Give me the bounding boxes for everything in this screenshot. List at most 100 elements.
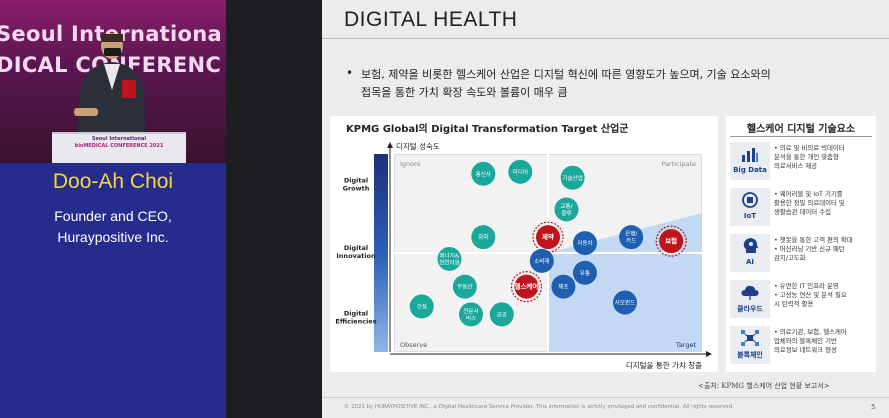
data-point-1 [508,159,533,184]
speaker-organization: Huraypositive Inc. [57,229,169,245]
data-point-label-12-0: 부동산 [457,283,472,291]
quadrant-label-observe: Observe [400,341,427,349]
tech-desc-line: • 의료기관, 보험, 헬스케어 [774,328,847,336]
data-point-label-2-0: 기술산업 [562,174,583,182]
point-ring-13 [510,271,543,303]
data-point-3 [554,197,579,222]
data-point-label-7-0: 은행/ [625,230,637,238]
bullet-text-line2: 접목을 통한 가치 확장 속도와 볼륨이 매우 큼 [361,86,568,99]
tech-icon-cell: 클라우드 [730,280,770,318]
tech-desc-line: • 챗봇을 통한 고객 편의 확대 [774,236,853,244]
tech-desc-line: 의료정보 네트워크 형성 [774,346,837,354]
tech-desc-line: 활용한 정밀 의료데이터 및 [774,199,845,207]
y-level-label-0-b: Growth [343,185,370,193]
data-point-label-1-0: 미디어 [513,168,528,176]
data-point-17 [489,302,514,327]
tech-desc-line: • 고성능 연산 및 분석 필요 [774,291,847,299]
data-point-2 [560,165,585,190]
data-point-15 [409,294,434,319]
tech-icon-cell: 블록체인 [730,326,770,364]
podium: Seoul International bioMEDICAL CONFERENC… [52,132,186,163]
data-point-label-4-0: 화학 [478,233,488,241]
data-point-label-5-0: 제약 [542,232,554,241]
y-level-label-1-b: Innovation [336,252,376,260]
tech-item-description: • 의료 및 비의료 빅데이터 분석을 통한 개인 맞춤형 의료서비스 제공 [774,144,874,171]
tech-desc-line: 분석을 통한 개인 맞춤형 [774,153,839,161]
data-point-label-0-0: 통신사 [476,170,491,178]
tech-item: 클라우드 • 유연한 IT 인프라 운영 • 고성능 연산 및 분석 필요 시 탄력… [730,278,872,318]
tech-item-description: • 의료기관, 보험, 헬스케어 업체와의 블록체인 기반 의료정보 네트워크 … [774,328,874,355]
data-point-label-10-0: 소비재 [534,257,549,265]
tech-item: IoT • 웨어러블 및 IoT 기기를 활용한 정밀 의료데이터 및 생활습관 … [730,186,872,226]
tech-item-description: • 웨어러블 및 IoT 기기를 활용한 정밀 의료데이터 및 생활습관 데이터… [774,190,874,217]
title-divider [322,38,889,39]
tech-item-description: • 유연한 IT 인프라 운영 • 고성능 연산 및 분석 필요 시 탄력적 활용 [774,282,874,309]
slide-title: DIGITAL HEALTH [344,8,518,31]
data-point-label-17-0: 공공 [497,311,507,318]
y-level-label-1-a: Digital [344,244,368,252]
page-number: 5 [871,403,876,411]
tech-desc-line: 업체와의 블록체인 기반 [774,337,837,345]
tech-item-name: AI [745,258,755,266]
data-point-4 [471,225,496,250]
podium-text-3: · [118,150,120,155]
data-point-14 [551,274,576,299]
data-point-label-3-1: 물류 [561,210,571,217]
tech-item: Big Data • 의료 및 비의료 빅데이터 분석을 통한 개인 맞춤형 의료… [730,140,872,180]
chart-title: KPMG Global의 Digital Transformation Targ… [346,124,629,135]
data-point-label-15-0: 건설 [417,302,427,310]
tech-item-name: 클라우드 [737,305,763,313]
footer-divider [322,397,889,398]
data-point-11 [572,260,597,285]
data-point-18 [613,290,637,315]
source-note: <출처: KPMG 헬스케어 산업 현황 보고서> [698,382,830,390]
y-level-label-0-a: Digital [344,177,368,185]
data-point-16 [459,302,483,327]
tech-item: 블록체인 • 의료기관, 보험, 헬스케어 업체와의 블록체인 기반 의료정보 네… [730,324,872,364]
point-ring-8 [655,225,687,257]
tech-elements-panel: 헬스케어 디지털 기술요소 Big Data • 의료 및 비의료 빅데이터 분석… [726,116,876,372]
data-point-label-13-0: 헬스케어 [514,282,538,291]
slide-footer: © 2021 by HURAYPOSITIVE INC., a Digital … [344,404,734,410]
speaker-role: Founder and CEO, [54,208,172,224]
data-point-7 [619,225,644,250]
data-point-label-14-0: 제조 [558,283,568,291]
tech-panel-divider [730,136,872,137]
quadrant-label-ignore: Ignore [400,160,421,168]
tech-item-name: 블록체인 [737,351,763,359]
data-point-label-3-0: 교통/ [560,203,572,210]
data-point-label-7-1: 카드 [626,237,636,245]
data-point-13 [514,274,539,299]
data-point-label-9-1: 천연자원 [439,258,460,266]
tech-icon-cell: IoT [730,188,770,226]
data-point-label-16-0: 전문서 [463,307,478,315]
bullet-marker: • [346,66,354,80]
data-point-6 [572,231,597,256]
tech-item-name: IoT [743,212,757,220]
point-ring-5 [532,221,564,253]
tech-desc-line: 의료서비스 제공 [774,162,818,170]
data-point-label-18-0: 사모펀드 [615,299,636,307]
tech-desc-line: • 머신러닝 기반 신규 패턴 [774,245,845,253]
quadrant-label-participate: Participate [661,160,696,168]
tech-icon-cell: AI [730,234,770,272]
speaker-panel: Seoul Internationa DICAL CONFERENC Seoul… [0,0,226,418]
y-level-label-2-a: Digital [344,309,368,317]
data-point-label-8-0: 보험 [665,236,677,245]
y-axis-arrow [387,142,393,148]
tech-item: AI • 챗봇을 통한 고객 편의 확대 • 머신러닝 기반 신규 패턴 감지/고도… [730,232,872,272]
data-point-9 [437,246,462,271]
data-point-10 [529,248,554,273]
data-point-label-16-1: 비스 [466,314,476,322]
data-point-5 [536,225,560,250]
tech-desc-line: 생활습관 데이터 수집 [774,208,831,216]
tech-desc-line: • 의료 및 비의료 빅데이터 [774,144,845,152]
y-axis-bar [374,154,388,352]
data-point-label-6-0: 자동차 [577,239,592,247]
tech-desc-line: 시 탄력적 활용 [774,300,814,308]
data-point-0 [471,161,496,186]
tech-desc-line: • 유연한 IT 인프라 운영 [774,282,839,290]
data-point-8 [659,229,684,254]
